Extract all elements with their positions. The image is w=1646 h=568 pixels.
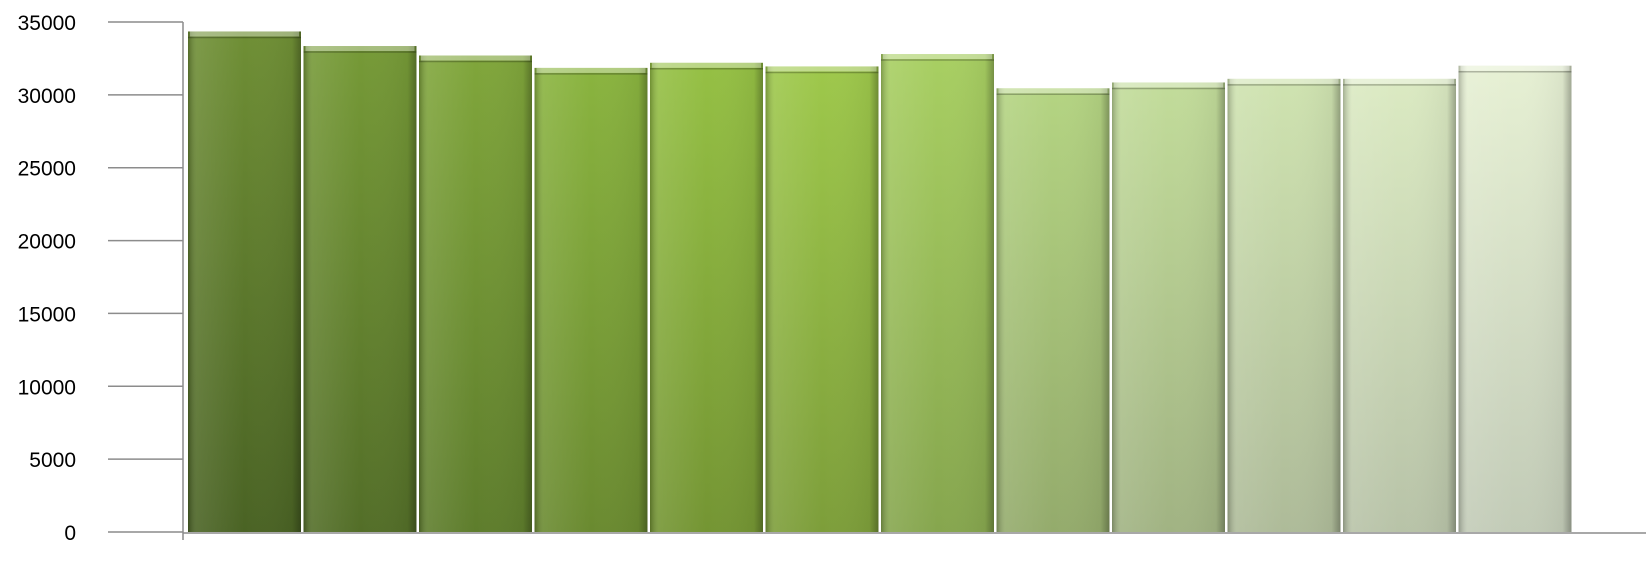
y-tick-label: 5000 bbox=[29, 449, 76, 472]
y-tick-label: 10000 bbox=[18, 376, 76, 399]
y-tick-label: 0 bbox=[64, 522, 76, 545]
bar-4 bbox=[534, 67, 648, 533]
y-tick-label: 20000 bbox=[18, 231, 76, 254]
bar-8 bbox=[996, 88, 1110, 533]
bar-1 bbox=[188, 31, 301, 532]
bars bbox=[188, 31, 1572, 533]
bar-6 bbox=[765, 66, 879, 532]
bar-11 bbox=[1343, 78, 1456, 532]
y-axis: 0 5000 10000 15000 20000 25000 30000 35000 bbox=[18, 12, 1646, 545]
y-tick-label: 25000 bbox=[18, 158, 76, 181]
y-tick-label: 15000 bbox=[18, 303, 76, 326]
bar-3 bbox=[419, 55, 532, 533]
y-tick-label: 30000 bbox=[18, 85, 76, 108]
bar-9 bbox=[1112, 82, 1225, 532]
bar-10 bbox=[1227, 78, 1341, 532]
bar-7 bbox=[881, 54, 994, 533]
y-tick-label: 35000 bbox=[18, 12, 76, 35]
bar-2 bbox=[303, 46, 417, 533]
bar-12 bbox=[1458, 65, 1572, 532]
bar-5 bbox=[650, 62, 763, 533]
